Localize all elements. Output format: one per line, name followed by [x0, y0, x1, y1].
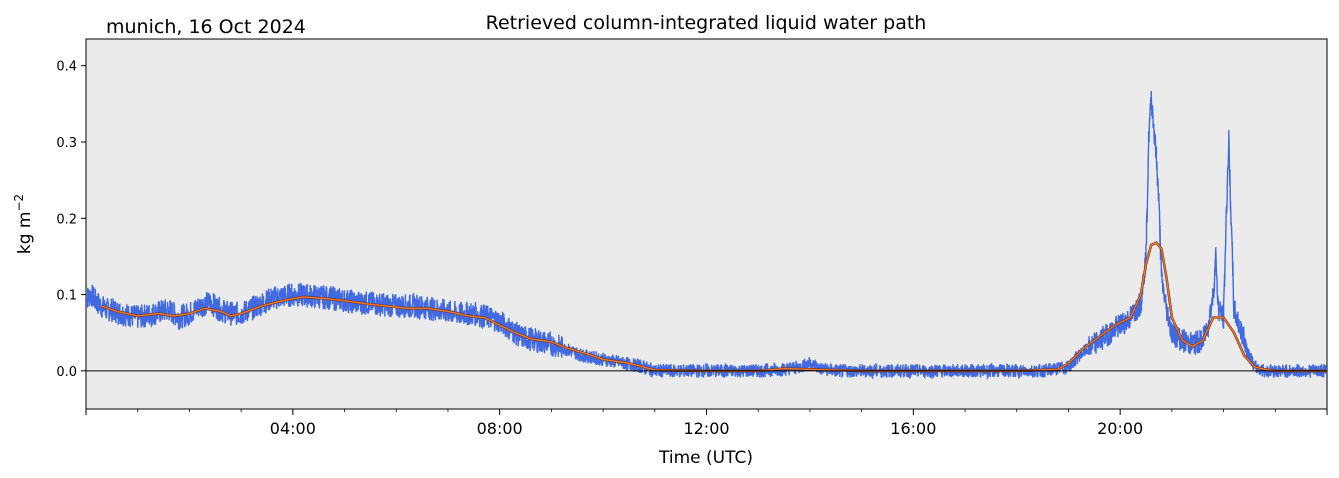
raw-series-line	[86, 90, 1327, 381]
location-date-label: munich, 16 Oct 2024	[106, 16, 306, 38]
x-tick-label: 20:00	[1097, 419, 1143, 438]
y-tick-label: 0.2	[56, 212, 77, 227]
chart-title: Retrieved column-integrated liquid water…	[486, 12, 927, 34]
y-axis-label-text: kg m	[15, 212, 35, 255]
x-tick-label: 08:00	[477, 419, 523, 438]
y-axis-label: kg m−2	[12, 194, 35, 254]
x-axis: 04:00 08:00 12:00 16:00 20:00	[85, 409, 1328, 438]
y-tick-label: 0.3	[56, 136, 77, 151]
plot-area	[85, 38, 1328, 410]
y-axis-label-superscript: −2	[12, 194, 26, 212]
x-tick-label: 16:00	[890, 419, 936, 438]
x-tick-label: 12:00	[683, 419, 729, 438]
x-tick-label: 04:00	[270, 419, 316, 438]
y-tick-label: 0.1	[56, 289, 77, 304]
y-tick-label: 0.4	[56, 60, 77, 75]
y-axis: 0.0 0.1 0.2 0.3 0.4	[56, 60, 86, 380]
y-tick-label: 0.0	[56, 365, 77, 380]
x-axis-label: Time (UTC)	[658, 448, 753, 468]
